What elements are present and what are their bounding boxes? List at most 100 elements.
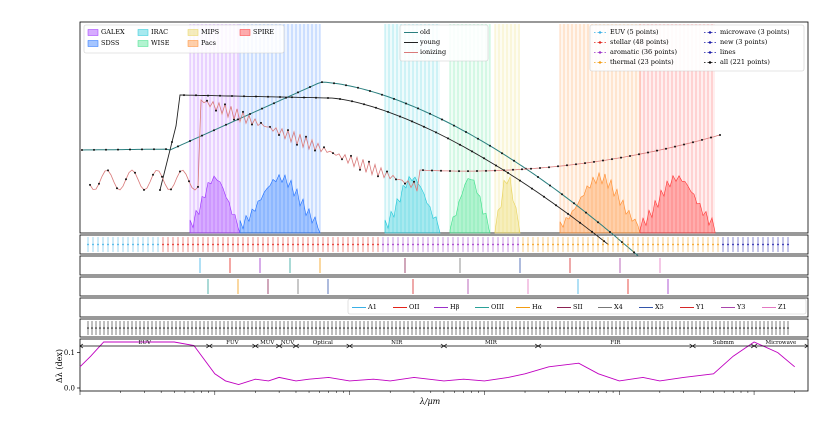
all-points-panel <box>79 318 809 338</box>
resolution-panel <box>79 338 809 392</box>
all-row-dot <box>707 327 709 329</box>
all-row-dot <box>603 327 605 329</box>
sed-point <box>213 129 215 132</box>
points-legend-entry-label: lines <box>720 48 736 56</box>
sed-point <box>183 94 185 97</box>
all-row-dot <box>175 327 177 329</box>
filter-legend-entry-label: SDSS <box>101 39 119 47</box>
y-tick-label: 0.0 <box>64 385 75 393</box>
region-arrowhead <box>753 343 758 349</box>
points-legend-entry-label: new (3 points) <box>720 38 768 46</box>
sed-point <box>341 158 343 161</box>
region-label: FUV <box>226 340 239 346</box>
all-row-dot <box>775 327 777 329</box>
sed-point <box>440 169 442 172</box>
points-legend-entry-label: all (221 points) <box>720 58 770 66</box>
all-row-dot <box>531 327 533 329</box>
all-row-dot <box>427 327 429 329</box>
points-row-dot <box>762 243 764 246</box>
all-row-dot <box>483 327 485 329</box>
all-row-dot <box>131 327 133 329</box>
points-row-dot <box>752 243 754 246</box>
points-row-dot <box>192 243 194 246</box>
all-row-dot <box>399 327 401 329</box>
sed-point <box>710 136 712 139</box>
sed-point <box>260 121 262 124</box>
points-row-dot <box>647 243 649 246</box>
all-row-dot <box>687 327 689 329</box>
filter-legend-entry-label: Pacs <box>201 39 216 47</box>
lines-panel-2 <box>79 276 809 297</box>
points-row-dot <box>87 243 89 246</box>
sed-point <box>357 86 359 89</box>
filter-legend-entry-label: GALEX <box>101 28 125 36</box>
sed-old <box>81 81 639 257</box>
all-row-dot <box>239 327 241 329</box>
all-row-dot <box>679 327 681 329</box>
all-row-dot <box>103 327 105 329</box>
points-row-dot <box>522 243 524 246</box>
sed-point <box>332 152 334 155</box>
points-row-dot <box>112 243 114 246</box>
sed-point <box>692 141 694 144</box>
region-arrowhead <box>537 343 542 349</box>
sed-point <box>647 151 649 154</box>
sed-point <box>683 143 685 146</box>
all-row-dot <box>343 327 345 329</box>
filter-legend-entry-swatch <box>87 29 99 36</box>
all-row-dot <box>383 327 385 329</box>
points-row-dot <box>142 243 144 246</box>
all-row-dot <box>767 327 769 329</box>
sed-point <box>359 168 361 171</box>
all-row-dot <box>139 327 141 329</box>
region-arrowhead <box>278 343 283 349</box>
points-row-dot <box>252 243 254 246</box>
sed-point <box>153 148 155 151</box>
points-row-dot <box>552 243 554 246</box>
lines-legend-entry-label: Hβ <box>450 303 460 311</box>
sed-point <box>363 103 365 106</box>
sed-point <box>629 155 631 157</box>
lines-legend-entry-label: Y1 <box>695 303 704 311</box>
all-row-dot <box>467 327 469 329</box>
points-row-dot <box>742 243 744 246</box>
sed-point <box>495 164 497 167</box>
all-row-dot <box>395 327 397 329</box>
all-row-dot <box>235 327 237 329</box>
points-row-dot <box>222 243 224 246</box>
points-row-dot <box>127 243 129 246</box>
filter-response <box>559 171 641 234</box>
all-row-dot <box>711 327 713 329</box>
sed-point <box>143 188 145 191</box>
all-row-dot <box>303 327 305 329</box>
sed-point <box>638 153 640 156</box>
all-row-dot <box>583 327 585 329</box>
all-row-dot <box>163 327 165 329</box>
all-row-dot <box>91 327 93 329</box>
points-row-dot <box>347 243 349 246</box>
all-row-dot <box>567 327 569 329</box>
sed-point <box>93 148 95 151</box>
sed-point <box>431 169 433 172</box>
sed-point <box>231 95 233 97</box>
sed-point <box>345 84 347 87</box>
all-row-dot <box>771 327 773 329</box>
sed-point <box>279 96 281 98</box>
all-row-dot <box>147 327 149 329</box>
sed-point <box>521 168 523 171</box>
points-row-dot <box>312 243 314 246</box>
sed-point <box>567 212 569 215</box>
all-row-dot <box>351 327 353 329</box>
points-row-dot <box>332 243 334 246</box>
points-row-dot <box>367 243 369 246</box>
all-row-dot <box>503 327 505 329</box>
all-row-dot <box>451 327 453 329</box>
points-row-dot <box>242 243 244 246</box>
all-row-dot <box>315 327 317 329</box>
all-row-dot <box>127 327 129 329</box>
lines-legend-entry-label: X4 <box>614 303 623 311</box>
points-row-dot <box>667 243 669 246</box>
sed-legend: old young ionizing <box>399 24 489 62</box>
sed-point <box>719 134 721 136</box>
